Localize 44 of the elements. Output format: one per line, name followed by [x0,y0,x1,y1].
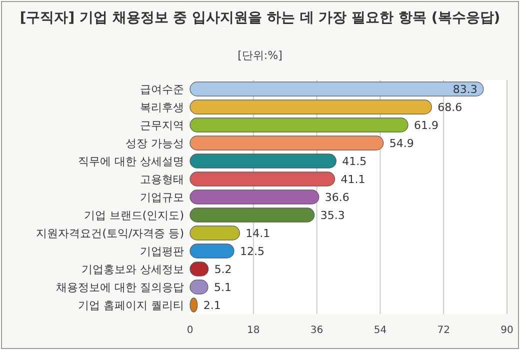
x-tick-label: 0 [186,325,194,336]
y-tick-label: 직무에 대한 상세설명 [78,155,184,168]
bar [190,100,432,114]
data-label: 41.5 [342,155,367,168]
data-label: 5.2 [214,263,232,276]
y-tick-label: 지원자격요건(토익/자격증 등) [36,227,184,240]
bar [190,208,315,222]
x-tick-label: 72 [437,325,450,336]
y-tick-label: 고용형태 [140,173,184,186]
x-tick-label: 18 [247,325,260,336]
bar [190,190,320,204]
bar [190,82,484,96]
chart-subtitle: [단위:%] [236,48,284,63]
y-tick-label: 기업홍보와 상세정보 [82,263,184,276]
bar [190,118,408,132]
data-label: 41.1 [340,173,366,186]
y-tick-label: 채용정보에 대한 질의응답 [56,281,184,294]
y-tick-label: 기업규모 [140,191,184,204]
data-label: 5.1 [214,281,232,294]
bar [190,172,336,186]
data-label: 2.1 [203,299,221,312]
data-label: 35.3 [320,209,345,222]
x-tick-label: 36 [310,325,324,336]
data-label: 36.6 [324,191,350,204]
bar [190,154,336,168]
y-tick-label: 복리후생 [140,101,184,114]
y-tick-label: 성장 가능성 [126,137,184,150]
y-tick-label: 급여수준 [140,83,184,96]
data-label: 61.9 [414,119,439,132]
x-tick-label: 54 [374,325,387,336]
data-label: 54.9 [389,137,414,150]
x-tick-label: 90 [500,325,514,336]
y-tick-label: 기업 브랜드(인지도) [84,209,184,222]
bar [190,226,240,240]
chart-title: [구직자] 기업 채용정보 중 입사지원을 하는 데 가장 필요한 항목 (복수응답) [18,10,502,27]
bar [190,136,384,150]
data-label: 68.6 [438,101,462,114]
data-label: 12.5 [240,245,265,258]
bar [190,244,234,258]
y-tick-label: 근무지역 [140,119,184,132]
y-tick-label: 기업평판 [140,245,184,258]
data-label: 14.1 [246,227,270,240]
data-label: 83.3 [452,83,478,96]
y-tick-label: 기업 홈페이지 퀄리티 [78,299,184,312]
